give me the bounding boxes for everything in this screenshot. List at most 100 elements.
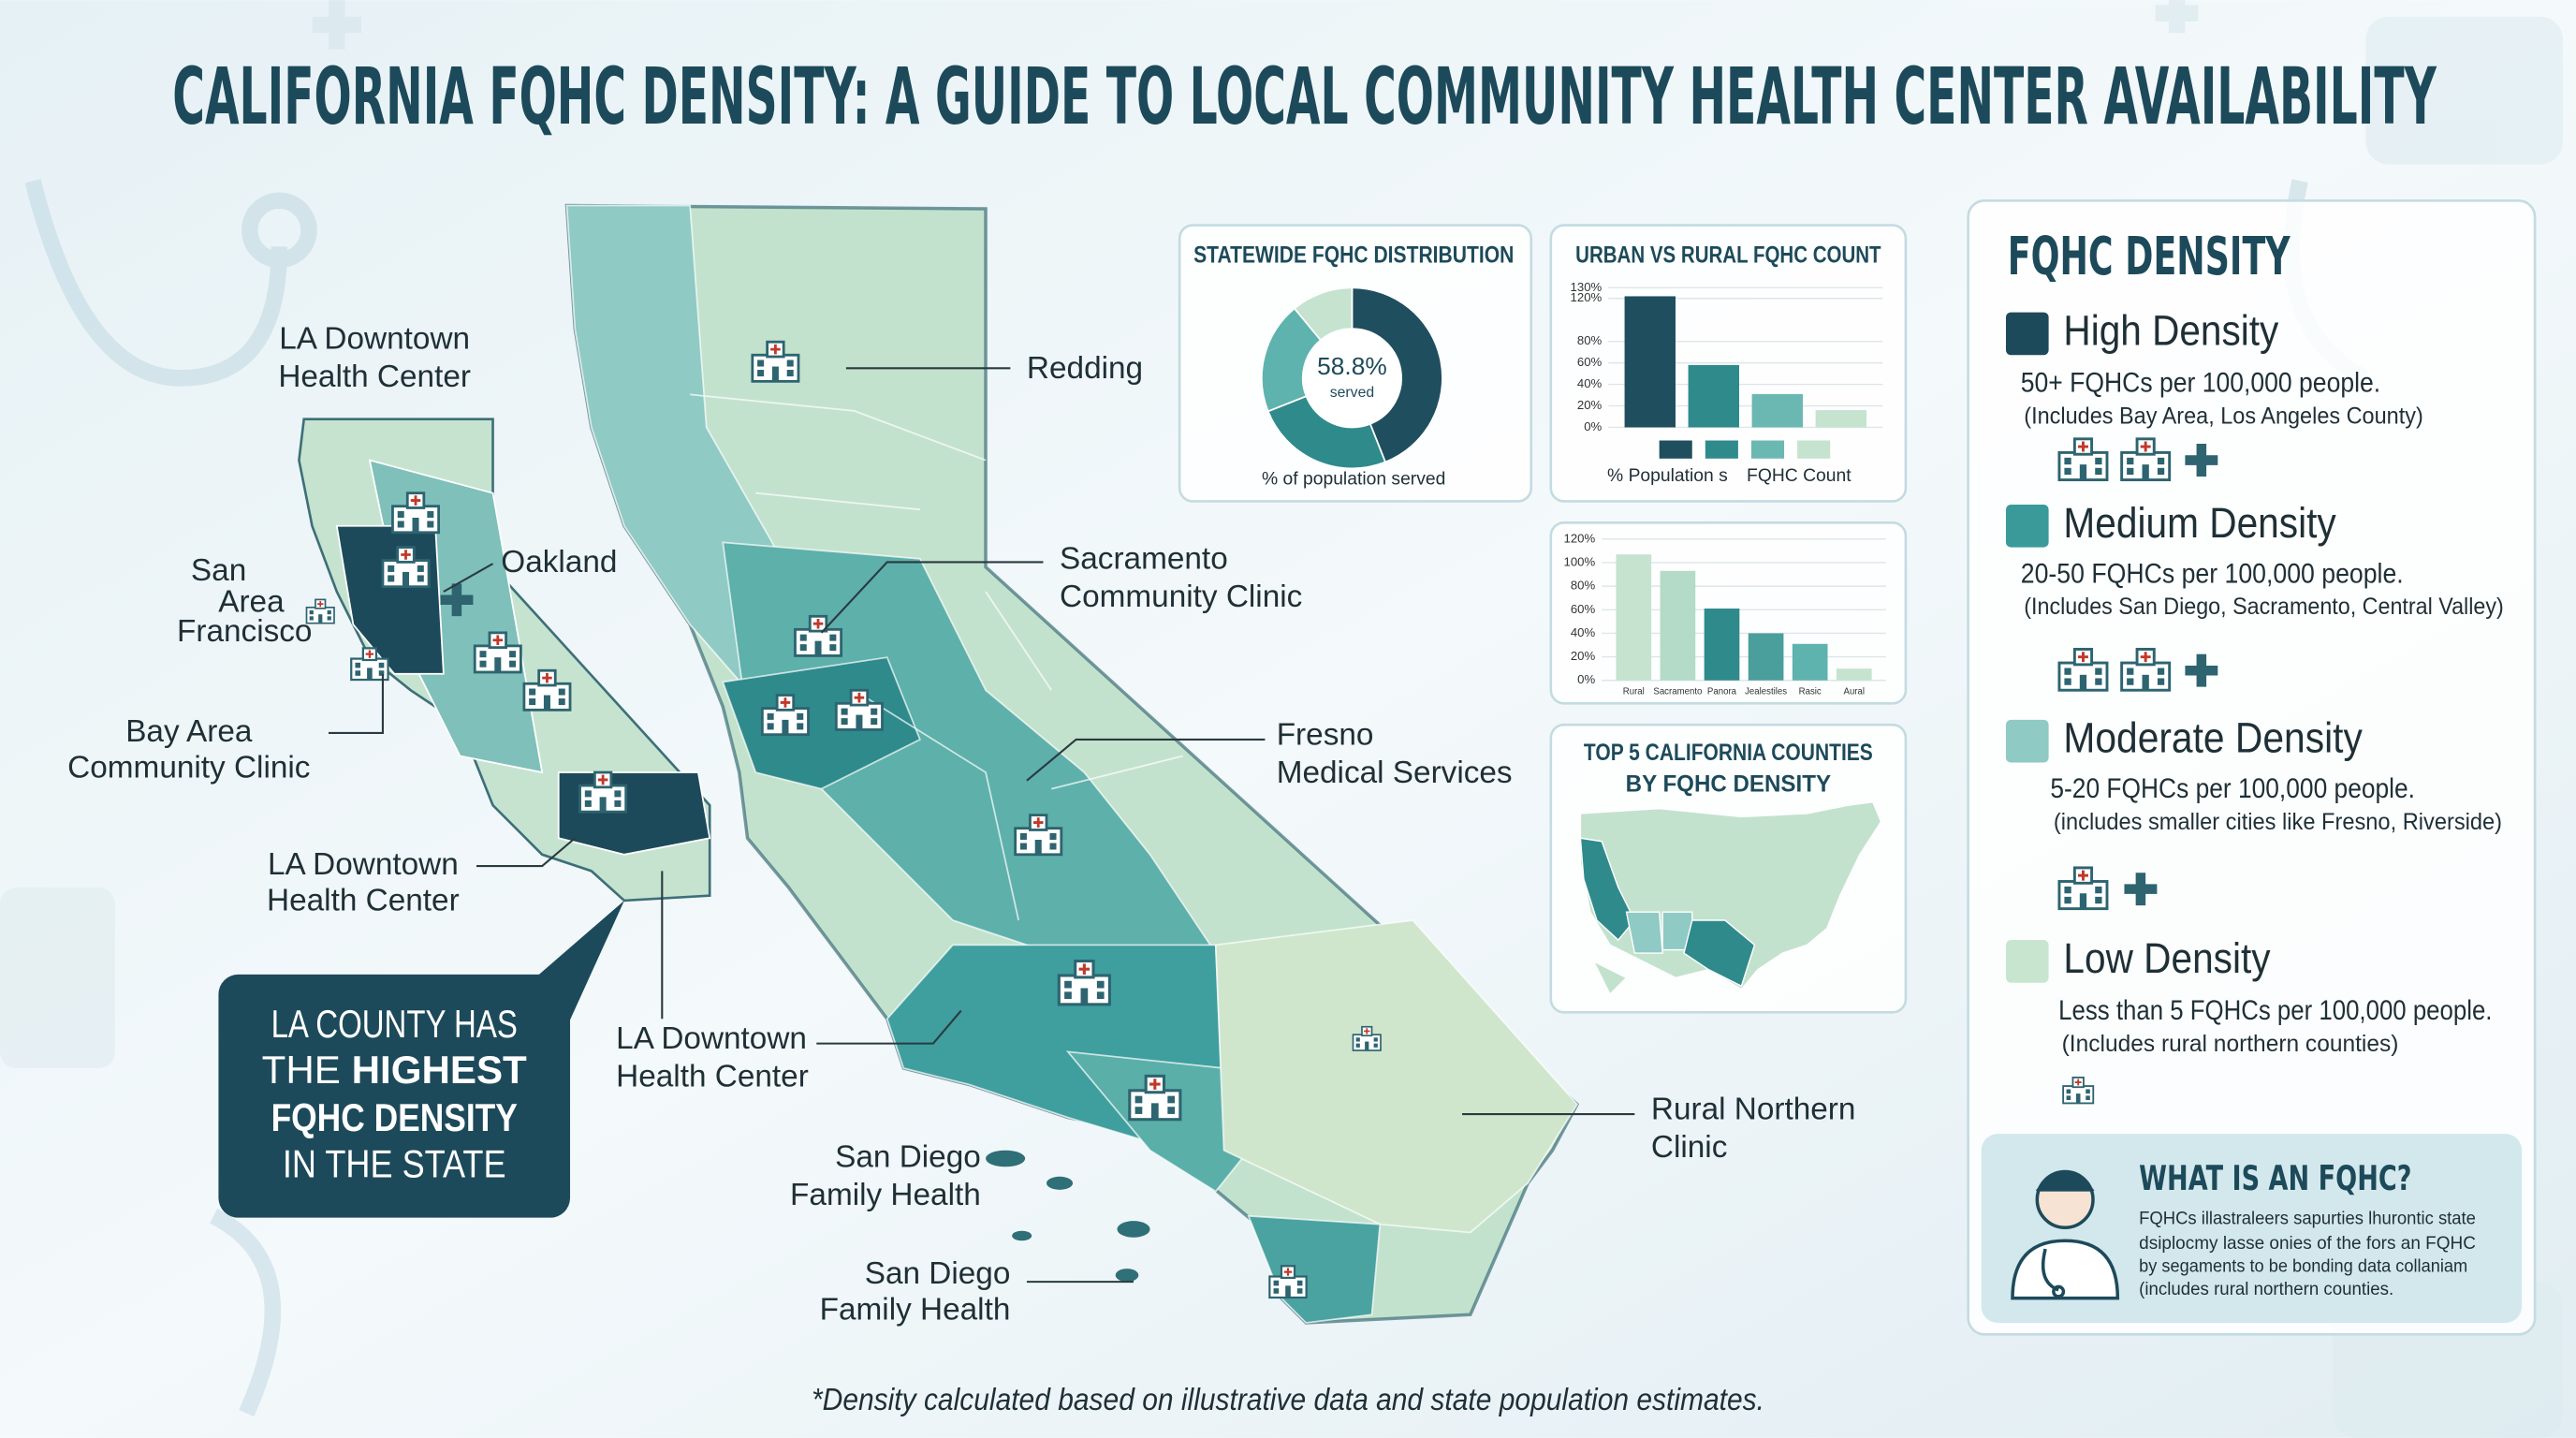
legend-item-desc: 5-20 FQHCs per 100,000 people. (2050, 773, 2415, 804)
info-line: (includes rural northern counties. (2139, 1280, 2393, 1299)
legend-swatch (1705, 440, 1738, 459)
legend-item-title: Low Density (2063, 934, 2270, 982)
map-label-line: Bay Area (125, 714, 253, 749)
legend-swatch (2005, 504, 2049, 548)
x-tick-label: Rural (1623, 687, 1645, 697)
background-decor-part (210, 1209, 282, 1417)
callout: LA COUNTY HAS THE HIGHEST FQHC DENSITY I… (218, 900, 624, 1218)
california-map-part (1046, 1176, 1074, 1190)
map-label-line: Sacramento (1060, 541, 1228, 576)
legend-swatch (2005, 940, 2049, 983)
background-decor-part (24, 179, 288, 387)
california-map-part (722, 656, 921, 790)
bar (1751, 393, 1804, 428)
bar (1815, 410, 1867, 428)
legend-title: FQHC DENSITY (2008, 227, 2291, 287)
callout-line: THE HIGHEST (262, 1048, 527, 1092)
chart-title: URBAN VS RURAL FQHC COUNT (1575, 242, 1881, 268)
map-label-line: Family Health (820, 1293, 1011, 1328)
map-labels: LA Downtown Health Center San Area Francisc… (67, 321, 1855, 1327)
y-tick-label: 20% (1577, 398, 1603, 412)
us-map-region (1579, 837, 1636, 942)
map-label: Redding (1027, 351, 1143, 386)
callout-box (218, 974, 571, 1218)
leader-lines-part (329, 673, 384, 734)
map-labels-part: LA Downtown Health Center (616, 1021, 809, 1093)
chart-title: STATEWIDE FQHC DISTRIBUTION (1193, 242, 1514, 268)
legend-items: High Density 50+ FQHCs per 100,000 people… (2005, 306, 2504, 1057)
y-tick-label: 60% (1571, 602, 1596, 616)
california-map-part (986, 1150, 1026, 1167)
density-legend: FQHC DENSITY High Density 50+ FQHCs per 1… (1967, 198, 2537, 1336)
info-line: FQHCs illastraleers sapurties lhurontic … (2139, 1210, 2476, 1229)
map-label-line: Health Center (267, 884, 460, 918)
map-label-line: LA Downtown (268, 847, 459, 882)
page-title: CALIFORNIA FQHC DENSITY: A GUIDE TO LOCA… (172, 51, 2437, 142)
y-tick-label: 0% (1577, 672, 1595, 686)
legend-item-desc: Less than 5 FQHCs per 100,000 people. (2058, 995, 2492, 1026)
map-label-line: LA Downtown (279, 321, 470, 356)
us-map-region (1625, 911, 1663, 954)
legend-swatch (2005, 719, 2049, 763)
map-label-line: San Diego (835, 1139, 981, 1174)
y-tick-label: 40% (1577, 376, 1603, 390)
y-tick-label: 40% (1571, 625, 1596, 639)
callout-line: IN THE STATE (283, 1141, 506, 1185)
bar (1688, 364, 1739, 428)
map-label-line: LA Downtown (616, 1021, 807, 1056)
doctor-icon-part (2052, 1284, 2066, 1299)
chart-title: TOP 5 CALIFORNIA COUNTIES (1584, 741, 1873, 766)
legend-item-desc: 50+ FQHCs per 100,000 people. (2021, 368, 2380, 399)
california-map-part (1012, 1230, 1032, 1241)
chart-caption: % of population served (1262, 470, 1445, 490)
doctor-icon-part (2035, 1171, 2095, 1193)
callout-word: THE (262, 1048, 341, 1092)
bar (1660, 570, 1696, 681)
map-label-line: Francisco (177, 614, 312, 649)
leader-lines-part (820, 561, 1044, 634)
background-decor-part (2365, 16, 2563, 165)
legend-item-note: (Includes San Diego, Sacramento, Central… (2024, 594, 2503, 620)
bar (1624, 296, 1676, 428)
x-tick-label: Rasic (1799, 687, 1822, 697)
donut-center-sublabel: served (1330, 385, 1374, 401)
legend-item-title: High Density (2063, 306, 2278, 354)
map-label-line: San (191, 553, 246, 588)
callout-word: HIGHEST (352, 1048, 527, 1092)
legend-label: % Population s (1607, 466, 1728, 486)
map-labels-part: San Area Francisco (177, 553, 312, 649)
bar (1836, 668, 1872, 681)
legend-item-note: (Includes rural northern counties) (2062, 1032, 2399, 1057)
legend-panel (1967, 198, 2537, 1336)
map-label-line: Fresno (1277, 717, 1374, 752)
map-label-line: San Diego (865, 1256, 1011, 1291)
leader-lines-part (443, 563, 494, 593)
legend-item-title: Medium Density (2063, 499, 2336, 547)
bar (1704, 609, 1740, 681)
california-map-part (1117, 1221, 1150, 1238)
callout-line: FQHC DENSITY (271, 1095, 518, 1139)
charts: STATEWIDE FQHC DISTRIBUTION 58.8% served % … (1193, 242, 1886, 996)
y-tick-label: 130% (1571, 280, 1603, 294)
info-line: by segaments to be bonding data collania… (2139, 1256, 2467, 1276)
doctor-icon (2011, 1169, 2120, 1300)
bar (1748, 633, 1784, 681)
chart-title: BY FQHC DENSITY (1626, 772, 1831, 798)
legend-item-title: Moderate Density (2063, 714, 2363, 762)
callout-line: LA COUNTY HAS (271, 1002, 518, 1046)
info-line: dsiplocmy lasse onies of the fors an FQH… (2139, 1234, 2476, 1254)
leader-lines-part (1026, 738, 1266, 782)
california-map-part (1115, 1269, 1139, 1283)
x-tick-label: Sacramento (1653, 687, 1702, 697)
map-label: LA Downtown Health Center (278, 321, 471, 393)
doctor-icon-part (2011, 1239, 2120, 1300)
us-map-region (1591, 960, 1628, 996)
map-labels-part: San Diego Family Health (790, 1139, 981, 1211)
map-label-line: Health Center (278, 360, 471, 394)
california-map-part (1065, 1050, 1250, 1193)
map-labels-part: Bay Area Community Clinic (67, 714, 310, 785)
y-tick-label: 0% (1584, 419, 1602, 433)
